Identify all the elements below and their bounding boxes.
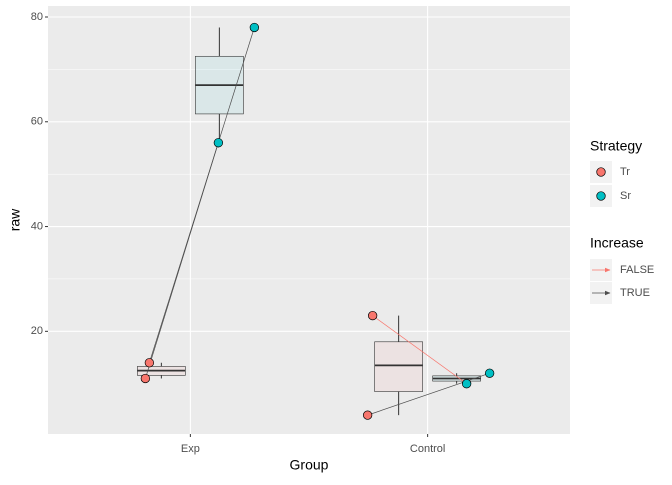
point xyxy=(461,379,472,389)
y-tick-label: 60 xyxy=(31,116,43,128)
panel xyxy=(48,6,570,434)
point xyxy=(484,368,495,378)
point xyxy=(367,310,378,321)
point xyxy=(144,358,155,368)
x-tick-label: Exp xyxy=(181,443,200,455)
y-tick-label: 80 xyxy=(31,11,43,23)
point xyxy=(249,22,260,33)
legend-symbol xyxy=(596,191,606,201)
legend-title: Strategy xyxy=(590,138,642,154)
y-tick-label: 20 xyxy=(31,325,43,337)
x-tick-label: Control xyxy=(410,443,445,455)
legend-title: Increase xyxy=(590,235,644,251)
point xyxy=(213,138,224,148)
legend-label: FALSE xyxy=(620,264,654,276)
y-tick-label: 40 xyxy=(31,220,43,232)
arrow xyxy=(149,27,255,363)
box xyxy=(374,341,423,392)
point xyxy=(140,373,151,384)
legend-label: TRUE xyxy=(620,287,650,299)
arrow xyxy=(372,315,468,384)
y-axis-label: raw xyxy=(7,208,23,231)
point xyxy=(362,410,373,420)
legend-label: Sr xyxy=(620,190,631,202)
x-axis-label: Group xyxy=(290,457,329,473)
legend-label: Tr xyxy=(620,166,630,178)
legend-symbol xyxy=(596,167,606,177)
grid xyxy=(48,6,570,434)
marks xyxy=(137,22,495,420)
